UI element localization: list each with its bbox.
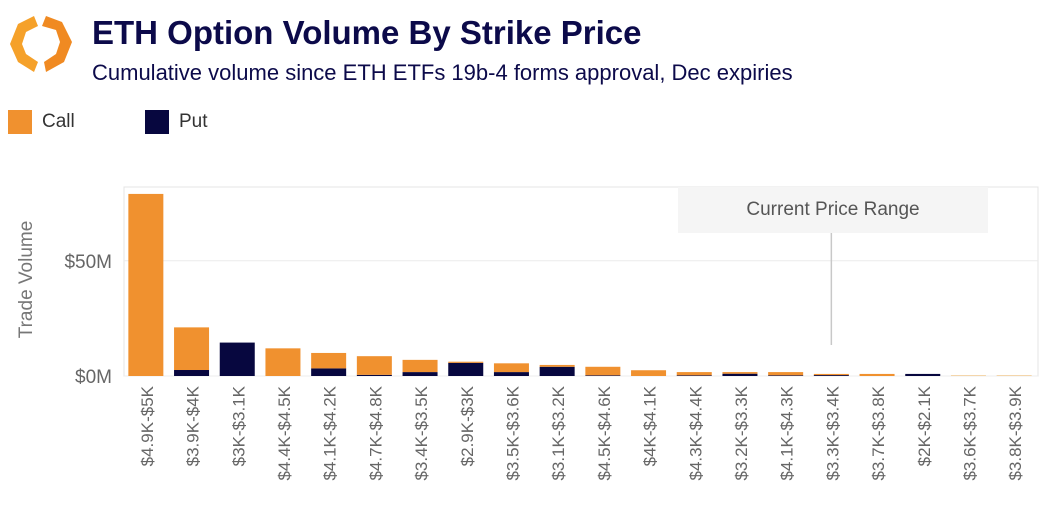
x-tick-label: $4.4K-$4.5K (275, 385, 294, 480)
x-tick-label: $3K-$3.1K (229, 385, 248, 466)
x-tick-label: $4.5K-$4.6K (595, 385, 614, 480)
legend-swatch-put (145, 110, 169, 134)
x-tick-label: $4.1K-$4.2K (321, 385, 340, 480)
x-tick-label: $4.1K-$4.3K (778, 385, 797, 480)
x-tick-label: $3.4K-$3.5K (412, 385, 431, 480)
bar-call (448, 361, 484, 363)
x-tick-label: $4.9K-$5K (138, 385, 157, 466)
bar-put (174, 370, 210, 376)
x-tick-label: $3.9K-$4K (184, 385, 203, 466)
bar-call (174, 327, 210, 371)
bar-call (631, 370, 667, 376)
bar-call (539, 364, 575, 367)
annotation-label: Current Price Range (746, 199, 919, 220)
bar-put (585, 375, 621, 376)
annotation-box (678, 187, 988, 233)
bar-call (768, 372, 804, 376)
x-tick-label: $2K-$2.1K (915, 385, 934, 466)
bar-put (539, 366, 575, 376)
bar-put (905, 373, 941, 376)
y-axis-title: Trade Volume (16, 221, 37, 339)
legend-swatch-call (8, 110, 32, 134)
y-tick-label: $50M (64, 252, 112, 273)
bar-put (676, 375, 712, 376)
bar-call (676, 372, 712, 376)
legend-item-call: Call (8, 110, 75, 134)
bar-put (722, 373, 758, 376)
x-tick-label: $4K-$4.1K (641, 385, 660, 466)
bar-put (493, 372, 529, 376)
bar-put (768, 375, 804, 376)
bar-call (859, 373, 895, 376)
bar-put (219, 342, 255, 376)
x-tick-label: $3.3K-$3.4K (823, 385, 842, 480)
chart-subtitle: Cumulative volume since ETH ETFs 19b-4 f… (92, 60, 793, 85)
x-tick-label: $3.6K-$3.7K (960, 385, 979, 480)
legend-item-put: Put (145, 110, 208, 134)
bar-call (996, 375, 1032, 376)
x-tick-label: $3.2K-$3.3K (732, 385, 751, 480)
bar-call (128, 193, 164, 376)
bar-put (356, 374, 392, 376)
x-tick-label: $3.5K-$3.6K (503, 385, 522, 480)
bar-call (356, 356, 392, 375)
bar-call (265, 348, 301, 376)
bar-call (493, 363, 529, 373)
x-tick-label: $4.7K-$4.8K (366, 385, 385, 480)
logo-icon (10, 16, 72, 72)
x-tick-label: $3.8K-$3.9K (1006, 385, 1025, 480)
legend-label-call: Call (42, 111, 75, 132)
bar-put (813, 375, 849, 376)
bar-put (311, 368, 347, 376)
x-tick-label: $4.3K-$4.4K (686, 385, 705, 480)
x-tick-label: $3.7K-$3.8K (869, 385, 888, 480)
x-tick-label: $2.9K-$3K (458, 385, 477, 466)
bar-call (950, 375, 986, 376)
bar-put (402, 372, 438, 376)
y-tick-label: $0M (75, 367, 112, 388)
bar-call (402, 359, 438, 373)
bar-call (813, 373, 849, 376)
bar-call (722, 372, 758, 374)
chart-title: ETH Option Volume By Strike Price (92, 14, 642, 51)
bar-call (585, 366, 621, 376)
x-tick-label: $3.1K-$3.2K (549, 385, 568, 480)
bar-call (311, 352, 347, 369)
legend-label-put: Put (179, 111, 208, 132)
bar-put (448, 362, 484, 376)
